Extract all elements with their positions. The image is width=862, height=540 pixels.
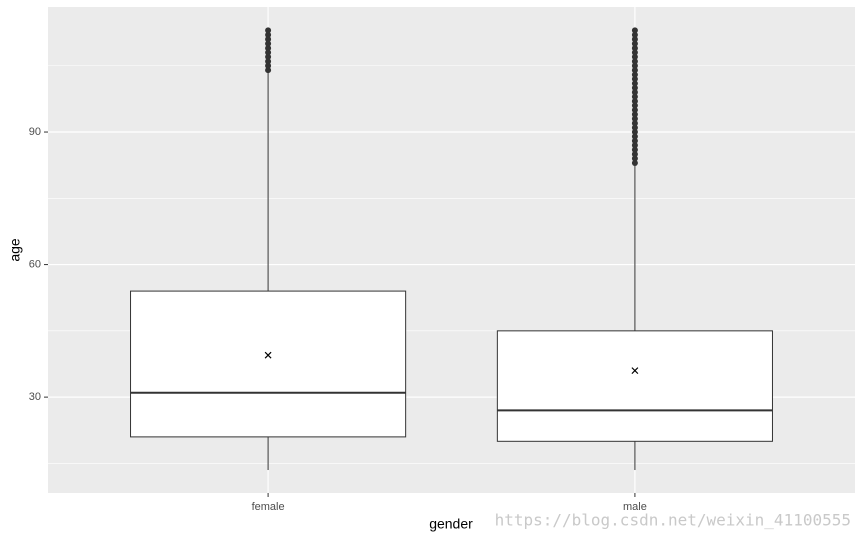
y-tick-label: 30 [29, 391, 41, 403]
x-tick-label: female [252, 501, 285, 513]
outlier [631, 71, 638, 78]
outlier [631, 129, 638, 136]
outlier [631, 84, 638, 91]
outlier [631, 146, 638, 153]
outlier [265, 31, 272, 38]
box [130, 290, 407, 438]
outlier [265, 27, 272, 34]
outlier [631, 89, 638, 96]
outlier [631, 67, 638, 74]
outlier [631, 137, 638, 144]
outlier [631, 31, 638, 38]
outlier [265, 67, 272, 74]
mean-marker [264, 351, 272, 359]
y-axis-title: age [7, 238, 23, 262]
outlier [265, 53, 272, 60]
outlier [631, 62, 638, 69]
y-tick-label: 90 [29, 126, 41, 138]
outlier [631, 76, 638, 83]
y-tick-label: 60 [29, 258, 41, 270]
outlier [631, 111, 638, 118]
outlier [631, 115, 638, 122]
mean-marker [631, 367, 639, 375]
outlier [631, 155, 638, 162]
outlier [631, 49, 638, 56]
outlier [631, 159, 638, 166]
outlier [631, 106, 638, 113]
outlier [631, 40, 638, 47]
outlier [265, 49, 272, 56]
outlier [631, 27, 638, 34]
outlier [631, 124, 638, 131]
x-axis-title: gender [429, 516, 473, 532]
outlier [265, 36, 272, 43]
outlier [631, 98, 638, 105]
outlier [631, 151, 638, 158]
outlier [265, 40, 272, 47]
outlier [631, 102, 638, 109]
outlier [265, 62, 272, 69]
outlier [631, 120, 638, 127]
outlier [631, 133, 638, 140]
outlier [631, 36, 638, 43]
outlier [631, 93, 638, 100]
box [496, 330, 773, 442]
outlier [265, 58, 272, 65]
outlier [631, 58, 638, 65]
outlier [631, 80, 638, 87]
outlier [631, 142, 638, 149]
x-tick-label: male [623, 501, 647, 513]
outlier [631, 53, 638, 60]
outlier [631, 45, 638, 52]
watermark: https://blog.csdn.net/weixin_41100555 [495, 511, 851, 530]
outlier [265, 45, 272, 52]
